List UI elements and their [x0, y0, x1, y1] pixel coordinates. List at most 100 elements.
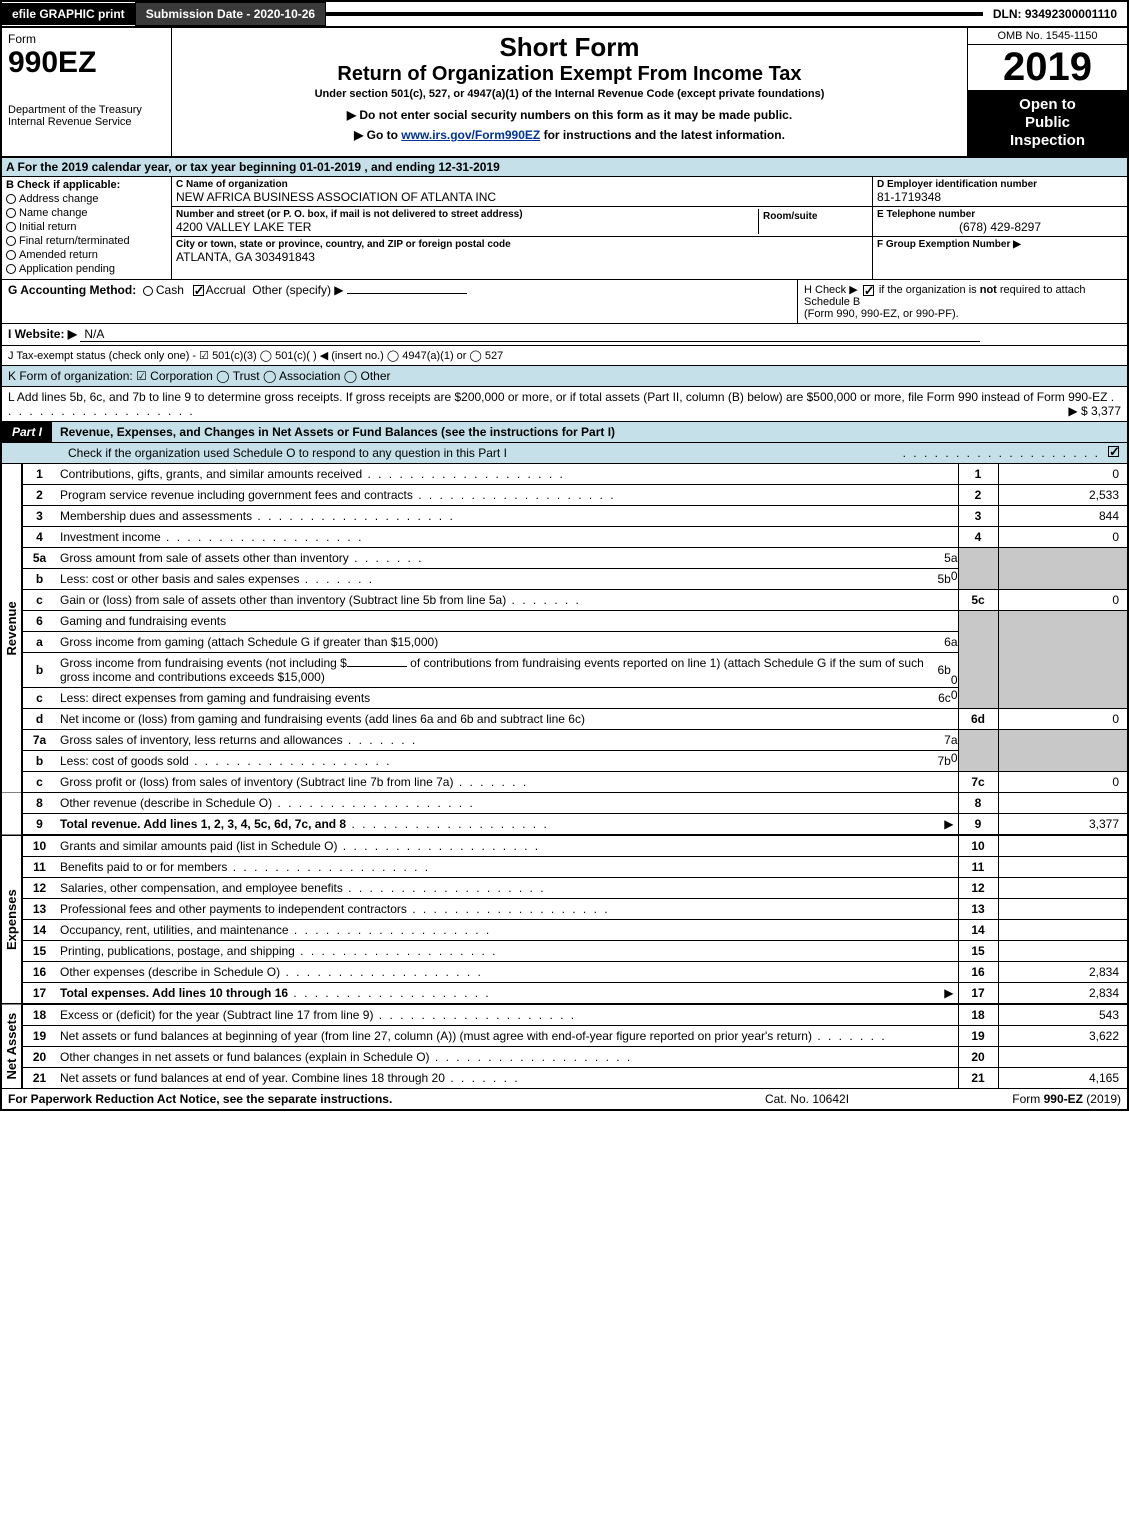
col-b-header: B Check if applicable: — [6, 179, 167, 191]
opt-amended-return[interactable]: Amended return — [6, 249, 167, 261]
return-title: Return of Organization Exempt From Incom… — [180, 63, 959, 86]
part-1-title: Revenue, Expenses, and Changes in Net As… — [60, 422, 1127, 442]
cash-radio[interactable] — [143, 286, 153, 296]
row-k-form-org: K Form of organization: ☑ Corporation ◯ … — [0, 366, 1129, 387]
form-word: Form — [8, 32, 36, 46]
row-g: G Accounting Method: Cash Accrual Other … — [2, 280, 797, 323]
line-3: 3 Membership dues and assessments 3 844 — [1, 506, 1128, 527]
part-1-schedule-o-checkbox[interactable] — [1108, 446, 1119, 457]
city-cell: City or town, state or province, country… — [172, 237, 872, 266]
opt-application-pending[interactable]: Application pending — [6, 263, 167, 275]
address-value: 4200 VALLEY LAKE TER — [176, 220, 758, 234]
line-10: Expenses 10 Grants and similar amounts p… — [1, 835, 1128, 857]
line-5a: 5a Gross amount from sale of assets othe… — [1, 548, 1128, 569]
line-21: 21 Net assets or fund balances at end of… — [1, 1068, 1128, 1089]
column-c: C Name of organization NEW AFRICA BUSINE… — [172, 177, 872, 279]
row-l-gross-receipts: L Add lines 5b, 6c, and 7b to line 9 to … — [0, 387, 1129, 422]
efile-print-button[interactable]: efile GRAPHIC print — [2, 3, 135, 25]
line-20: 20 Other changes in net assets or fund b… — [1, 1047, 1128, 1068]
city-value: ATLANTA, GA 303491843 — [176, 250, 868, 264]
accrual-label: Accrual — [206, 283, 246, 297]
other-specify-input[interactable] — [347, 293, 467, 294]
topbar-spacer — [326, 12, 983, 16]
line-13: 13 Professional fees and other payments … — [1, 899, 1128, 920]
website-label: I Website: ▶ — [8, 327, 77, 341]
phone-cell: E Telephone number (678) 429-8297 — [873, 207, 1127, 237]
accrual-checkbox[interactable] — [193, 285, 204, 296]
form-reference: Form 990-EZ (2019) — [927, 1089, 1127, 1109]
h-checkbox[interactable] — [863, 285, 874, 296]
form-header: Form 990EZ Department of the Treasury In… — [0, 28, 1129, 158]
tax-year: 2019 — [968, 45, 1127, 90]
goto-prefix: ▶ Go to — [354, 128, 401, 142]
line-14: 14 Occupancy, rent, utilities, and maint… — [1, 920, 1128, 941]
line-11: 11 Benefits paid to or for members 11 — [1, 857, 1128, 878]
page-footer: For Paperwork Reduction Act Notice, see … — [0, 1089, 1129, 1111]
form-number: 990EZ — [8, 46, 165, 80]
accounting-method-label: G Accounting Method: — [8, 283, 136, 297]
part-1-check-text: Check if the organization used Schedule … — [8, 446, 903, 460]
group-exemption-cell: F Group Exemption Number ▶ — [873, 237, 1127, 252]
under-section: Under section 501(c), 527, or 4947(a)(1)… — [180, 88, 959, 100]
opt-initial-return[interactable]: Initial return — [6, 221, 167, 233]
opt-final-return[interactable]: Final return/terminated — [6, 235, 167, 247]
goto-line: ▶ Go to www.irs.gov/Form990EZ for instru… — [180, 128, 959, 142]
line-17: 17 Total expenses. Add lines 10 through … — [1, 983, 1128, 1005]
short-form-title: Short Form — [180, 32, 959, 63]
ein-value: 81-1719348 — [877, 190, 1123, 204]
other-specify-label: Other (specify) ▶ — [252, 283, 343, 297]
phone-label: E Telephone number — [877, 209, 1123, 220]
omb-number: OMB No. 1545-1150 — [968, 28, 1127, 45]
line-5c: c Gain or (loss) from sale of assets oth… — [1, 590, 1128, 611]
line-6: 6 Gaming and fundraising events — [1, 611, 1128, 632]
line-18: Net Assets 18 Excess or (deficit) for th… — [1, 1004, 1128, 1026]
net-assets-vertical-label: Net Assets — [1, 1004, 22, 1089]
column-d: D Employer identification number 81-1719… — [872, 177, 1127, 279]
line-2: 2 Program service revenue including gove… — [1, 485, 1128, 506]
org-name-value: NEW AFRICA BUSINESS ASSOCIATION OF ATLAN… — [176, 190, 868, 204]
goto-suffix: for instructions and the latest informat… — [540, 128, 785, 142]
line-9: 9 Total revenue. Add lines 1, 2, 3, 4, 5… — [1, 814, 1128, 836]
row-l-text: L Add lines 5b, 6c, and 7b to line 9 to … — [8, 390, 1107, 404]
header-left: Form 990EZ Department of the Treasury In… — [2, 28, 172, 156]
cash-label: Cash — [156, 283, 184, 297]
line-6d: d Net income or (loss) from gaming and f… — [1, 709, 1128, 730]
irs-label: Internal Revenue Service — [8, 116, 165, 128]
org-name-cell: C Name of organization NEW AFRICA BUSINE… — [172, 177, 872, 207]
line-7a: 7a Gross sales of inventory, less return… — [1, 730, 1128, 751]
group-exemption-label: F Group Exemption Number ▶ — [877, 239, 1123, 250]
row-j-tax-exempt: J Tax-exempt status (check only one) - ☑… — [0, 346, 1129, 366]
open-public-inspection: Open to Public Inspection — [968, 90, 1127, 156]
top-bar: efile GRAPHIC print Submission Date - 20… — [0, 0, 1129, 28]
h-text-4: (Form 990, 990-EZ, or 990-PF). — [804, 308, 959, 320]
paperwork-notice: For Paperwork Reduction Act Notice, see … — [2, 1089, 687, 1109]
city-label: City or town, state or province, country… — [176, 239, 868, 250]
info-block: B Check if applicable: Address change Na… — [0, 177, 1129, 280]
submission-date-button[interactable]: Submission Date - 2020-10-26 — [135, 2, 326, 26]
line-16: 16 Other expenses (describe in Schedule … — [1, 962, 1128, 983]
room-label: Room/suite — [763, 211, 864, 222]
org-name-label: C Name of organization — [176, 179, 868, 190]
line-7c: c Gross profit or (loss) from sales of i… — [1, 772, 1128, 793]
h-not: not — [980, 284, 997, 296]
line-a-tax-year: A For the 2019 calendar year, or tax yea… — [0, 158, 1129, 177]
row-l-amount: ▶ $ 3,377 — [1068, 404, 1121, 418]
address-label: Number and street (or P. O. box, if mail… — [176, 209, 758, 220]
line-4: 4 Investment income 4 0 — [1, 527, 1128, 548]
row-h: H Check ▶ if the organization is not req… — [797, 280, 1127, 323]
header-right: OMB No. 1545-1150 2019 Open to Public In… — [967, 28, 1127, 156]
part-1-header: Part I Revenue, Expenses, and Changes in… — [0, 422, 1129, 443]
address-cell: Number and street (or P. O. box, if mail… — [172, 207, 872, 237]
opt-address-change[interactable]: Address change — [6, 193, 167, 205]
part-1-label: Part I — [2, 422, 52, 442]
expenses-vertical-label: Expenses — [1, 835, 22, 1004]
catalog-number: Cat. No. 10642I — [687, 1089, 927, 1109]
ein-label: D Employer identification number — [877, 179, 1123, 190]
h-check-label: H Check ▶ — [804, 284, 858, 296]
opt-name-change[interactable]: Name change — [6, 207, 167, 219]
revenue-vertical-label: Revenue — [1, 464, 22, 793]
header-center: Short Form Return of Organization Exempt… — [172, 28, 967, 156]
line-19: 19 Net assets or fund balances at beginn… — [1, 1026, 1128, 1047]
irs-link[interactable]: www.irs.gov/Form990EZ — [401, 128, 540, 142]
part-1-table: Revenue 1 Contributions, gifts, grants, … — [0, 464, 1129, 1089]
